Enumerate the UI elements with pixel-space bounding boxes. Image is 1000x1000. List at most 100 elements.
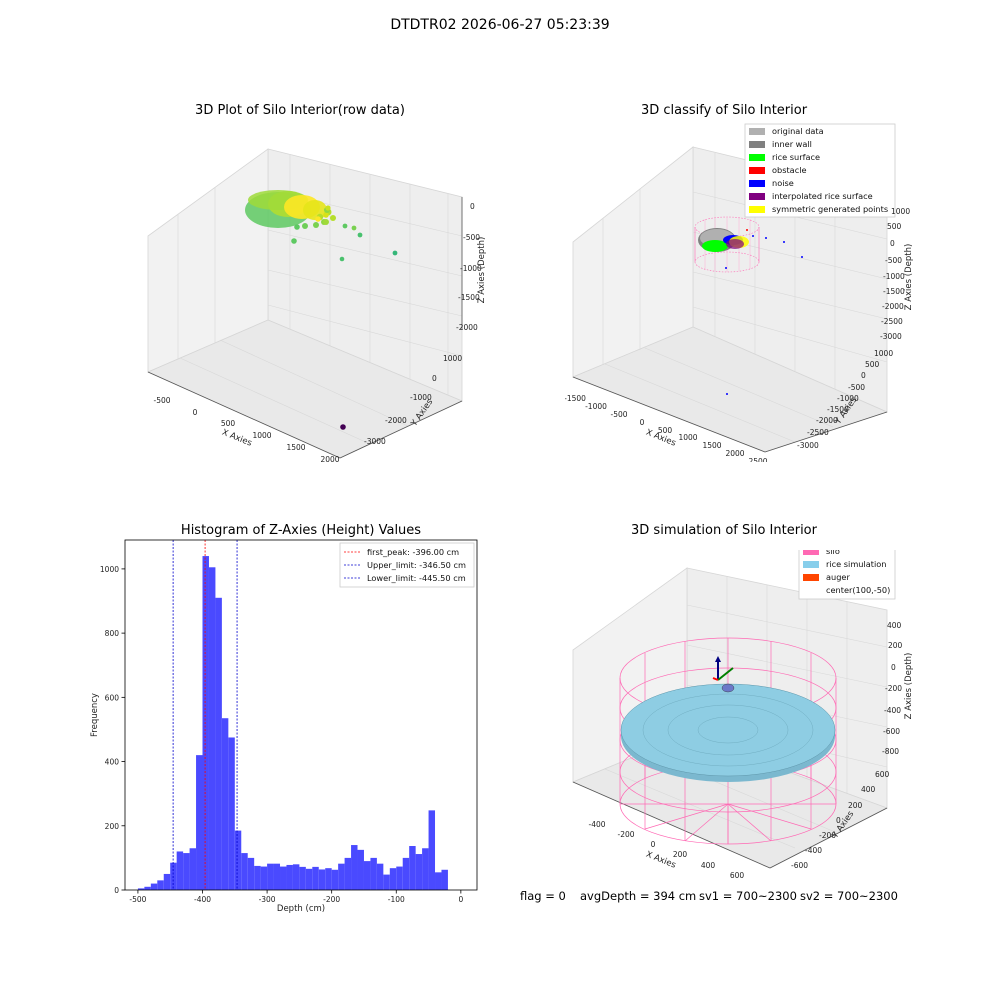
svg-text:2500: 2500 xyxy=(748,457,767,462)
svg-text:obstacle: obstacle xyxy=(772,165,807,175)
histogram-bar xyxy=(376,863,384,890)
svg-text:1000: 1000 xyxy=(874,349,893,358)
histogram-y-tick-label: 400 xyxy=(105,758,120,767)
histogram-bar xyxy=(363,861,371,890)
histogram-x-tick-label: -400 xyxy=(194,895,211,904)
panel4-title: 3D simulation of Silo Interior xyxy=(631,523,817,538)
histogram-y-ticks: 0 200 400 600 800 1000 xyxy=(100,565,125,895)
svg-text:400: 400 xyxy=(887,621,902,630)
histogram-x-tick-label: -500 xyxy=(129,895,146,904)
svg-text:200: 200 xyxy=(673,850,688,859)
svg-text:1000: 1000 xyxy=(678,433,697,442)
histogram-bar xyxy=(299,866,306,890)
svg-text:-400: -400 xyxy=(805,846,822,855)
histogram-x-tick-label: -300 xyxy=(259,895,276,904)
legend-swatch-original-data xyxy=(749,128,765,135)
histogram-bar xyxy=(280,866,287,890)
panel1-y-ticks: 1000 0 -1000 -2000 -3000 xyxy=(364,354,462,446)
histogram-xlabel: Depth (cm) xyxy=(277,904,325,914)
svg-text:-500: -500 xyxy=(885,256,902,265)
panel4-x-ticks: -400 -200 0 200 400 600 xyxy=(588,820,744,880)
svg-text:1000: 1000 xyxy=(443,354,462,363)
histogram-bar xyxy=(441,869,448,890)
histogram-bar xyxy=(273,863,281,890)
histogram-bar xyxy=(189,848,197,890)
panel2-zlabel: Z Axies (Depth) xyxy=(904,244,914,311)
svg-text:-2000: -2000 xyxy=(882,302,904,311)
svg-text:-600: -600 xyxy=(883,727,900,736)
svg-text:1500: 1500 xyxy=(702,441,721,450)
rice-surface xyxy=(620,683,836,782)
histogram-bar xyxy=(351,845,358,890)
histogram-bar xyxy=(228,737,235,890)
histogram-bar xyxy=(396,866,403,890)
auger-marker xyxy=(712,656,735,693)
histogram-x-tick-label: -100 xyxy=(388,895,405,904)
svg-text:-1000: -1000 xyxy=(410,393,432,402)
panel3-title: Histogram of Z-Axies (Height) Values xyxy=(180,523,422,538)
svg-text:1500: 1500 xyxy=(286,443,305,452)
histogram-bar xyxy=(435,872,442,890)
svg-text:-3000: -3000 xyxy=(880,332,902,341)
legend-center: center(100,-50) xyxy=(826,585,890,595)
histogram-bar xyxy=(208,567,216,890)
histogram-bar xyxy=(150,883,158,890)
svg-text:-2500: -2500 xyxy=(807,428,829,437)
panel2-title: 3D classify of Silo Interior xyxy=(640,103,808,118)
histogram-bar xyxy=(305,868,313,890)
svg-text:symmetric generated points: symmetric generated points xyxy=(772,204,888,214)
svg-text:silo: silo xyxy=(826,550,840,556)
svg-text:-2000: -2000 xyxy=(456,323,478,332)
svg-text:auger: auger xyxy=(826,572,850,582)
panel4-y-ticks: 600 400 200 0 -200 -400 -600 xyxy=(791,770,890,870)
svg-text:0: 0 xyxy=(890,239,895,248)
histogram-bar xyxy=(338,863,345,890)
legend-swatch-auger xyxy=(803,574,819,581)
histogram-bar xyxy=(247,857,255,890)
histogram-bar xyxy=(267,863,274,890)
svg-text:400: 400 xyxy=(861,785,876,794)
svg-text:-400: -400 xyxy=(884,706,901,715)
svg-text:-3000: -3000 xyxy=(797,441,819,450)
histogram-bar xyxy=(318,869,326,890)
histogram-bar xyxy=(370,857,377,890)
histogram-bar xyxy=(176,851,184,890)
panel2-points xyxy=(694,216,803,395)
panel1-zlabel: Z Axies (Depth) xyxy=(477,237,487,304)
histogram-x-tick-label: 0 xyxy=(458,895,463,904)
svg-text:-200: -200 xyxy=(617,830,634,839)
svg-text:-500: -500 xyxy=(610,410,627,419)
svg-text:1000: 1000 xyxy=(891,207,910,216)
panel1-z-ticks: 0 -500 -1000 -1500 -2000 xyxy=(456,202,482,332)
svg-text:-800: -800 xyxy=(882,747,899,756)
histogram-bar xyxy=(422,848,429,890)
figure-suptitle: DTDTR02 2026-06-27 05:23:39 xyxy=(390,17,610,33)
svg-text:noise: noise xyxy=(772,178,794,188)
histogram-bar xyxy=(157,880,164,890)
histogram-y-tick-label: 1000 xyxy=(100,565,119,574)
legend-swatch-noise xyxy=(749,180,765,187)
svg-text:inner wall: inner wall xyxy=(772,139,812,149)
svg-text:-600: -600 xyxy=(791,861,808,870)
histogram-vlines xyxy=(172,540,238,890)
histogram-y-tick-label: 800 xyxy=(105,629,120,638)
svg-text:interpolated rice surface: interpolated rice surface xyxy=(772,191,873,201)
legend-swatch-silo xyxy=(803,550,819,555)
histogram-legend: first_peak: -396.00 cm Upper_limit: -346… xyxy=(339,542,475,588)
histogram-y-tick-label: 600 xyxy=(105,693,120,702)
panel1-axes-box xyxy=(147,148,463,459)
histogram-bar xyxy=(383,874,390,890)
panel4-surface3d: silo rice simulation auger center(100,-5… xyxy=(571,550,914,880)
histogram-y-tick-label: 200 xyxy=(105,822,120,831)
svg-text:-1500: -1500 xyxy=(883,287,905,296)
histogram-frame xyxy=(124,539,478,891)
panel3-histogram: -500 -400 -300 -200 -100 0 02004006008001000 … xyxy=(90,539,478,914)
svg-text:0: 0 xyxy=(651,840,656,849)
histogram-bars xyxy=(137,556,448,890)
histogram-ylabel: Frequency xyxy=(90,693,100,737)
svg-text:rice surface: rice surface xyxy=(772,152,820,162)
svg-text:0: 0 xyxy=(193,408,198,417)
svg-text:-1500: -1500 xyxy=(458,293,480,302)
histogram-bar xyxy=(144,886,151,890)
histogram-bar xyxy=(344,857,352,890)
